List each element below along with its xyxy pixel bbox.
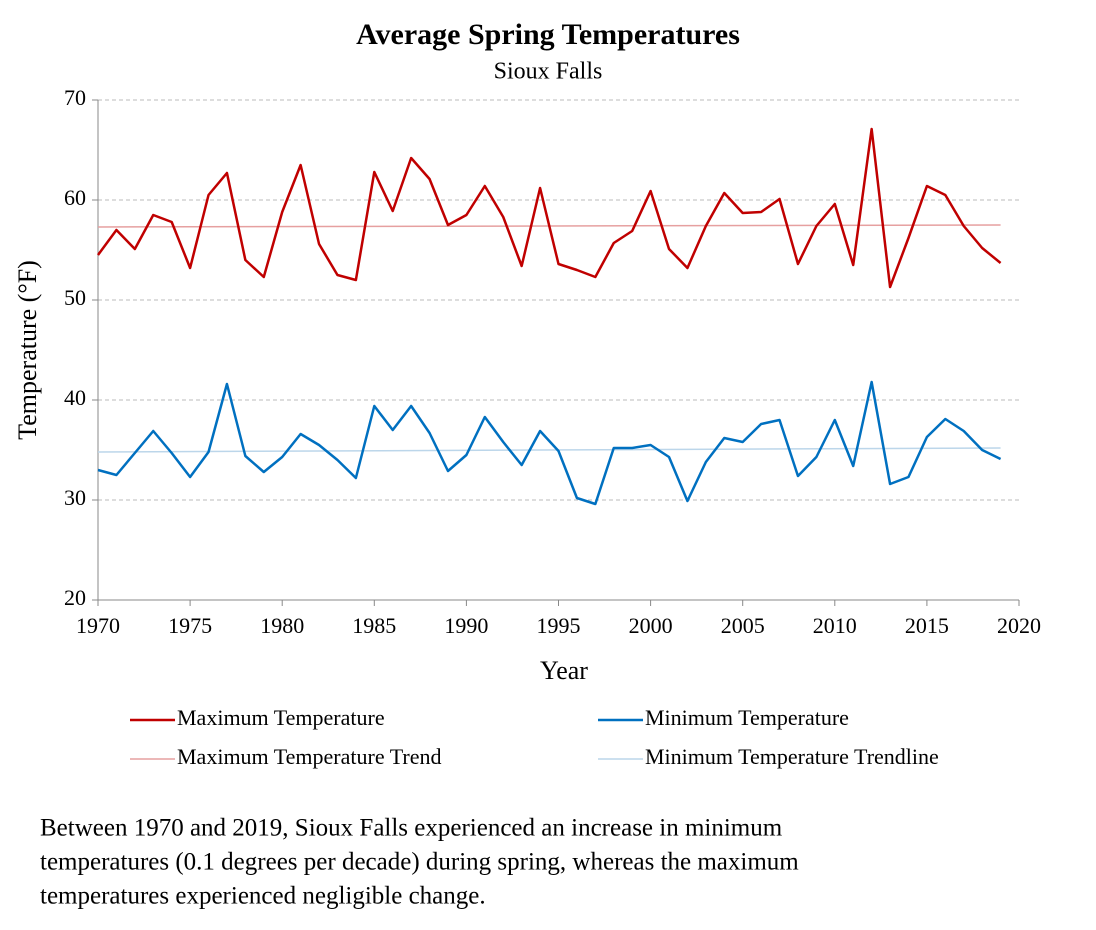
x-tick-label: 2000: [629, 613, 673, 638]
y-tick-label: 60: [64, 185, 86, 210]
x-tick-label: 2010: [813, 613, 857, 638]
x-tick-label: 2020: [997, 613, 1041, 638]
y-tick-label: 40: [64, 385, 86, 410]
x-tick-label: 1980: [260, 613, 304, 638]
legend-label: Maximum Temperature: [177, 705, 385, 730]
caption-line: Between 1970 and 2019, Sioux Falls exper…: [40, 815, 783, 842]
legend-label: Maximum Temperature Trend: [177, 744, 441, 769]
series-line: [97, 447, 1001, 453]
y-tick-label: 30: [64, 485, 86, 510]
x-tick-label: 1985: [352, 613, 396, 638]
y-axis-label: Temperature (°F): [13, 260, 42, 440]
x-axis-label: Year: [540, 656, 588, 685]
caption-line: temperatures experienced negligible chan…: [40, 883, 486, 910]
y-tick-label: 70: [64, 85, 86, 110]
x-tick-label: 1990: [444, 613, 488, 638]
x-tick-label: 2005: [721, 613, 765, 638]
series-line: [96, 127, 1002, 289]
legend-label: Minimum Temperature Trendline: [645, 744, 939, 769]
chart-subtitle: Sioux Falls: [494, 59, 603, 85]
caption-line: temperatures (0.1 degrees per decade) du…: [40, 849, 799, 876]
x-tick-label: 1970: [76, 613, 120, 638]
x-tick-label: 2015: [905, 613, 949, 638]
y-tick-label: 20: [64, 585, 86, 610]
x-tick-label: 1975: [168, 613, 212, 638]
chart-title: Average Spring Temperatures: [356, 18, 740, 51]
y-tick-label: 50: [64, 285, 86, 310]
x-tick-label: 1995: [537, 613, 581, 638]
legend-label: Minimum Temperature: [645, 705, 849, 730]
series-line: [97, 380, 1002, 506]
